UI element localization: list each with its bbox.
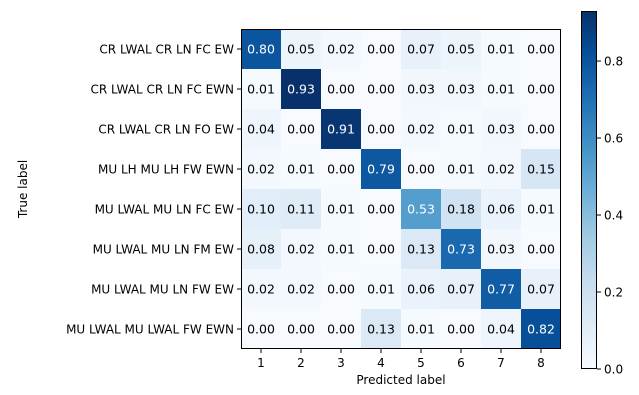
cell-value-label: 0.04 bbox=[487, 322, 515, 337]
cell-value-label: 0.00 bbox=[367, 202, 395, 217]
y-axis-ticks: CR LWAL CR LN FC EW CR LWAL CR LN FC EWN C… bbox=[66, 43, 241, 337]
cell-value-label: 0.07 bbox=[447, 282, 475, 297]
cell-value-label: 0.01 bbox=[287, 162, 315, 177]
x-tick-label: 5 bbox=[417, 356, 425, 370]
cell-value-label: 0.00 bbox=[247, 322, 275, 337]
x-tick-label: 4 bbox=[377, 356, 385, 370]
cell-value-label: 0.01 bbox=[527, 202, 555, 217]
cell-value-label: 0.93 bbox=[287, 82, 315, 97]
y-tick-label: CR LWAL CR LN FC EWN bbox=[90, 83, 234, 97]
cell-value-label: 0.02 bbox=[487, 162, 515, 177]
cell-value-label: 0.02 bbox=[327, 42, 355, 57]
cell-value-label: 0.01 bbox=[327, 202, 355, 217]
cell-value-label: 0.53 bbox=[407, 202, 435, 217]
cell-value-label: 0.00 bbox=[327, 82, 355, 97]
cell-value-label: 0.00 bbox=[287, 322, 315, 337]
x-axis-ticks: 1 2 3 4 5 6 7 8 bbox=[257, 349, 545, 370]
cell-value-label: 0.91 bbox=[327, 122, 355, 137]
cell-value-label: 0.02 bbox=[247, 282, 275, 297]
colorbar-tick-label: 0.6 bbox=[604, 132, 623, 146]
cell-value-label: 0.05 bbox=[287, 42, 315, 57]
cell-value-label: 0.03 bbox=[407, 82, 435, 97]
y-tick-label: MU LWAL MU LWAL FW EWN bbox=[66, 323, 234, 337]
cell-value-label: 0.01 bbox=[247, 82, 275, 97]
cell-value-label: 0.00 bbox=[367, 242, 395, 257]
cell-value-label: 0.05 bbox=[447, 42, 475, 57]
colorbar bbox=[582, 12, 597, 369]
cell-value-label: 0.00 bbox=[287, 122, 315, 137]
cell-value-label: 0.80 bbox=[247, 42, 275, 57]
cell-value-label: 0.77 bbox=[487, 282, 515, 297]
y-tick-label: MU LWAL MU LN FW EW bbox=[91, 283, 234, 297]
cell-value-label: 0.13 bbox=[367, 322, 395, 337]
cell-value-label: 0.01 bbox=[407, 322, 435, 337]
cell-value-label: 0.11 bbox=[287, 202, 315, 217]
cell-value-label: 0.01 bbox=[447, 162, 475, 177]
cell-value-label: 0.00 bbox=[527, 242, 555, 257]
cell-value-label: 0.00 bbox=[527, 82, 555, 97]
cell-value-label: 0.00 bbox=[327, 322, 355, 337]
cell-value-label: 0.15 bbox=[527, 162, 555, 177]
x-tick-label: 2 bbox=[297, 356, 305, 370]
y-tick-label: CR LWAL CR LN FC EW bbox=[99, 43, 234, 57]
colorbar-ticks: 0.0 0.2 0.4 0.6 0.8 bbox=[597, 55, 623, 377]
cell-value-label: 0.00 bbox=[447, 322, 475, 337]
cell-value-label: 0.04 bbox=[247, 122, 275, 137]
cell-value-label: 0.00 bbox=[367, 42, 395, 57]
cell-value-label: 0.07 bbox=[527, 282, 555, 297]
cell-value-label: 0.06 bbox=[407, 282, 435, 297]
cell-value-label: 0.03 bbox=[487, 122, 515, 137]
cell-value-label: 0.07 bbox=[407, 42, 435, 57]
cell-value-label: 0.08 bbox=[247, 242, 275, 257]
x-tick-label: 6 bbox=[457, 356, 465, 370]
colorbar-tick-label: 0.4 bbox=[604, 209, 623, 223]
cell-value-label: 0.00 bbox=[327, 282, 355, 297]
colorbar-tick-label: 0.0 bbox=[604, 363, 623, 377]
cell-value-label: 0.13 bbox=[407, 242, 435, 257]
cell-value-label: 0.01 bbox=[487, 82, 515, 97]
cell-value-label: 0.01 bbox=[487, 42, 515, 57]
cell-value-label: 0.03 bbox=[447, 82, 475, 97]
colorbar-tick-label: 0.8 bbox=[604, 55, 623, 69]
colorbar-tick-label: 0.2 bbox=[604, 286, 623, 300]
y-tick-label: MU LWAL MU LN FC EW bbox=[95, 203, 235, 217]
y-tick-label: MU LWAL MU LN FM EW bbox=[93, 243, 235, 257]
y-axis-label: True label bbox=[16, 160, 30, 219]
x-tick-label: 7 bbox=[497, 356, 505, 370]
cell-value-label: 0.01 bbox=[367, 282, 395, 297]
cell-value-label: 0.10 bbox=[247, 202, 275, 217]
x-tick-label: 8 bbox=[537, 356, 545, 370]
cell-value-label: 0.02 bbox=[407, 122, 435, 137]
cell-value-label: 0.00 bbox=[327, 162, 355, 177]
y-tick-label: CR LWAL CR LN FO EW bbox=[98, 123, 234, 137]
cell-value-label: 0.00 bbox=[527, 42, 555, 57]
cell-value-label: 0.00 bbox=[407, 162, 435, 177]
x-axis-label: Predicted label bbox=[356, 373, 445, 387]
cell-value-label: 0.01 bbox=[327, 242, 355, 257]
cell-value-label: 0.73 bbox=[447, 242, 475, 257]
y-tick-label: MU LH MU LH FW EWN bbox=[98, 163, 234, 177]
cell-value-label: 0.03 bbox=[487, 242, 515, 257]
cell-value-label: 0.00 bbox=[367, 122, 395, 137]
cell-value-label: 0.79 bbox=[367, 162, 395, 177]
x-tick-label: 1 bbox=[257, 356, 265, 370]
cell-value-label: 0.18 bbox=[447, 202, 475, 217]
cell-value-label: 0.82 bbox=[527, 322, 555, 337]
cell-value-label: 0.02 bbox=[247, 162, 275, 177]
cell-value-label: 0.00 bbox=[527, 122, 555, 137]
cell-value-label: 0.01 bbox=[447, 122, 475, 137]
cell-value-label: 0.06 bbox=[487, 202, 515, 217]
cell-value-label: 0.00 bbox=[367, 82, 395, 97]
cell-value-label: 0.02 bbox=[287, 242, 315, 257]
cell-value-label: 0.02 bbox=[287, 282, 315, 297]
x-tick-label: 3 bbox=[337, 356, 345, 370]
heatmap-cells bbox=[241, 29, 561, 349]
